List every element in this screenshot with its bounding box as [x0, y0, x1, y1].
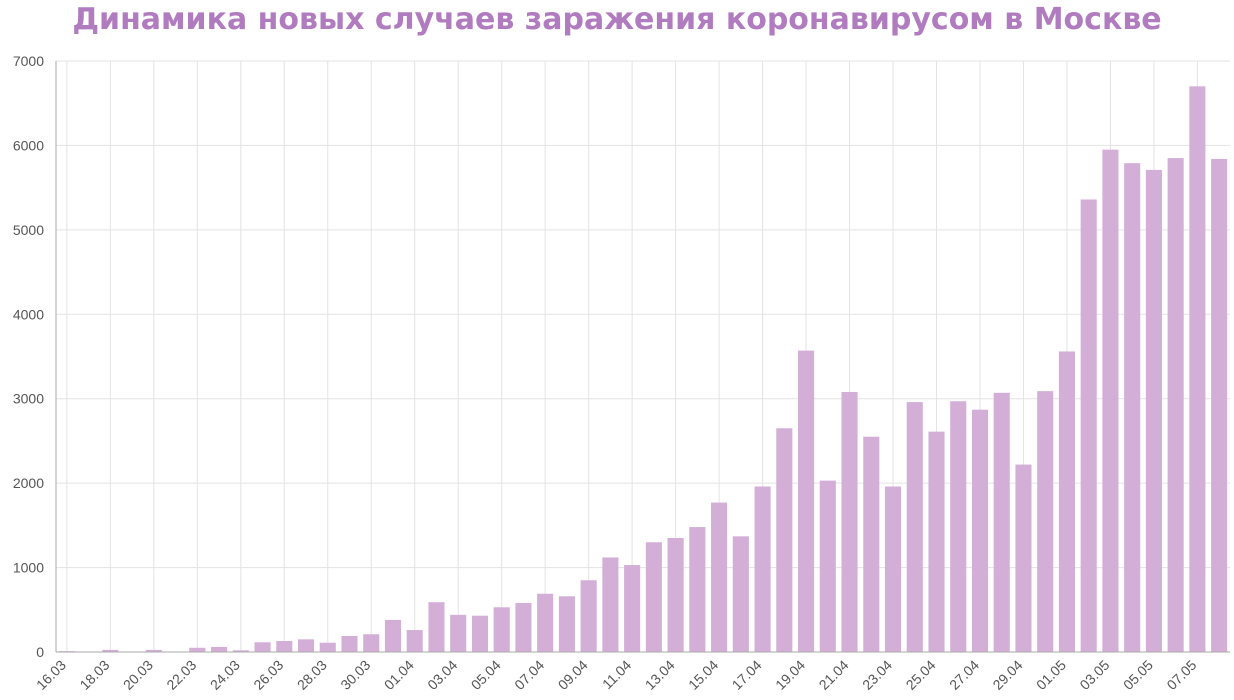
bar-06.05	[1167, 158, 1184, 653]
grid-lines	[56, 60, 1230, 652]
x-axis-tick-labels: 16.03 18.03 20.03 22.03 24.03 26.03 28.03 30.03…	[33, 657, 1200, 693]
bar-18.04	[776, 428, 793, 652]
bar-02.04	[428, 602, 445, 652]
bar-26.03	[276, 641, 293, 652]
y-tick-label: 3000	[13, 391, 44, 407]
x-tick-label: 22.03	[163, 657, 199, 693]
bar-30.03	[363, 634, 380, 652]
bar-01.04	[406, 630, 423, 652]
bar-03.04	[450, 614, 467, 652]
x-tick-label: 03.04	[424, 657, 460, 693]
x-tick-label: 18.03	[76, 657, 112, 693]
axes	[55, 61, 1230, 653]
bar-17.04	[754, 486, 771, 652]
x-tick-label: 09.04	[555, 657, 591, 693]
bar-14.04	[689, 527, 706, 652]
bar-05.05	[1145, 169, 1162, 653]
bar-08.05	[1211, 158, 1228, 653]
bar-19.04	[798, 350, 815, 652]
bar-15.04	[711, 502, 728, 652]
x-tick-label: 11.04	[599, 657, 635, 693]
bar-30.04	[1037, 391, 1054, 652]
x-tick-label: 05.04	[468, 657, 504, 693]
bar-12.04	[645, 542, 662, 652]
bar-07.05	[1189, 86, 1206, 653]
bar-28.04	[993, 392, 1010, 652]
x-tick-label: 03.05	[1076, 657, 1112, 693]
x-tick-label: 29.04	[989, 657, 1025, 693]
bar-25.03	[254, 642, 271, 652]
x-tick-label: 01.05	[1033, 657, 1069, 693]
bar-04.05	[1124, 163, 1141, 652]
x-tick-label: 16.03	[33, 657, 69, 693]
bar-24.03	[232, 650, 249, 652]
bar-26.04	[950, 401, 967, 652]
bar-31.03	[384, 619, 402, 652]
x-tick-label: 20.03	[120, 657, 156, 693]
bar-04.04	[471, 615, 488, 652]
bar-23.03	[211, 646, 228, 652]
y-tick-label: 2000	[13, 475, 44, 491]
chart-title: Динамика новых случаев заражения коронав…	[72, 2, 1162, 37]
x-tick-label: 01.04	[381, 657, 417, 693]
bar-18.03	[102, 649, 119, 652]
y-tick-label: 6000	[13, 137, 44, 153]
bar-29.04	[1015, 464, 1032, 652]
bar-03.05	[1102, 149, 1119, 652]
y-tick-label: 1000	[13, 560, 44, 576]
bar-22.04	[863, 436, 880, 652]
bar-13.04	[667, 538, 684, 652]
x-tick-label: 28.03	[294, 657, 330, 693]
x-tick-label: 07.04	[511, 657, 547, 693]
bar-10.04	[602, 557, 619, 652]
x-tick-label: 07.05	[1163, 657, 1199, 693]
bar-21.04	[841, 391, 858, 652]
bar-24.04	[906, 402, 923, 652]
bar-23.04	[884, 486, 902, 652]
bar-06.04	[515, 603, 532, 652]
bar-25.04	[928, 431, 945, 652]
bar-01.05	[1058, 351, 1075, 652]
bar-08.04	[558, 596, 575, 652]
y-axis-tick-labels: 0 1000 2000 3000 4000 5000 6000 7000	[13, 53, 44, 660]
x-tick-label: 05.05	[1120, 657, 1156, 693]
x-tick-label: 15.04	[685, 657, 721, 693]
bar-02.05	[1080, 199, 1097, 652]
bar-05.04	[493, 607, 510, 652]
x-tick-label: 30.03	[337, 657, 373, 693]
bar-07.04	[537, 593, 554, 652]
bar-11.04	[624, 565, 641, 652]
x-tick-label: 23.04	[859, 657, 895, 693]
bar-29.03	[341, 635, 358, 652]
bar-22.03	[189, 647, 206, 652]
y-tick-label: 4000	[13, 306, 44, 322]
bar-20.04	[819, 480, 836, 652]
x-tick-label: 19.04	[772, 657, 808, 693]
bar-09.04	[580, 580, 597, 652]
x-tick-label: 21.04	[816, 657, 852, 693]
bar-20.03	[145, 649, 162, 652]
x-tick-label: 27.04	[946, 657, 982, 693]
y-tick-label: 5000	[13, 222, 44, 238]
bar-27.04	[971, 409, 989, 652]
bar-16.04	[732, 536, 749, 652]
x-tick-label: 26.03	[250, 657, 286, 693]
x-tick-label: 25.04	[903, 657, 939, 693]
x-tick-label: 13.04	[642, 657, 678, 693]
y-tick-label: 0	[36, 644, 44, 660]
bar-27.03	[297, 639, 315, 652]
y-tick-label: 7000	[13, 53, 44, 69]
bars	[58, 86, 1228, 653]
x-tick-label: 24.03	[207, 657, 243, 693]
bar-28.03	[319, 642, 336, 652]
x-tick-label: 17.04	[729, 657, 765, 693]
